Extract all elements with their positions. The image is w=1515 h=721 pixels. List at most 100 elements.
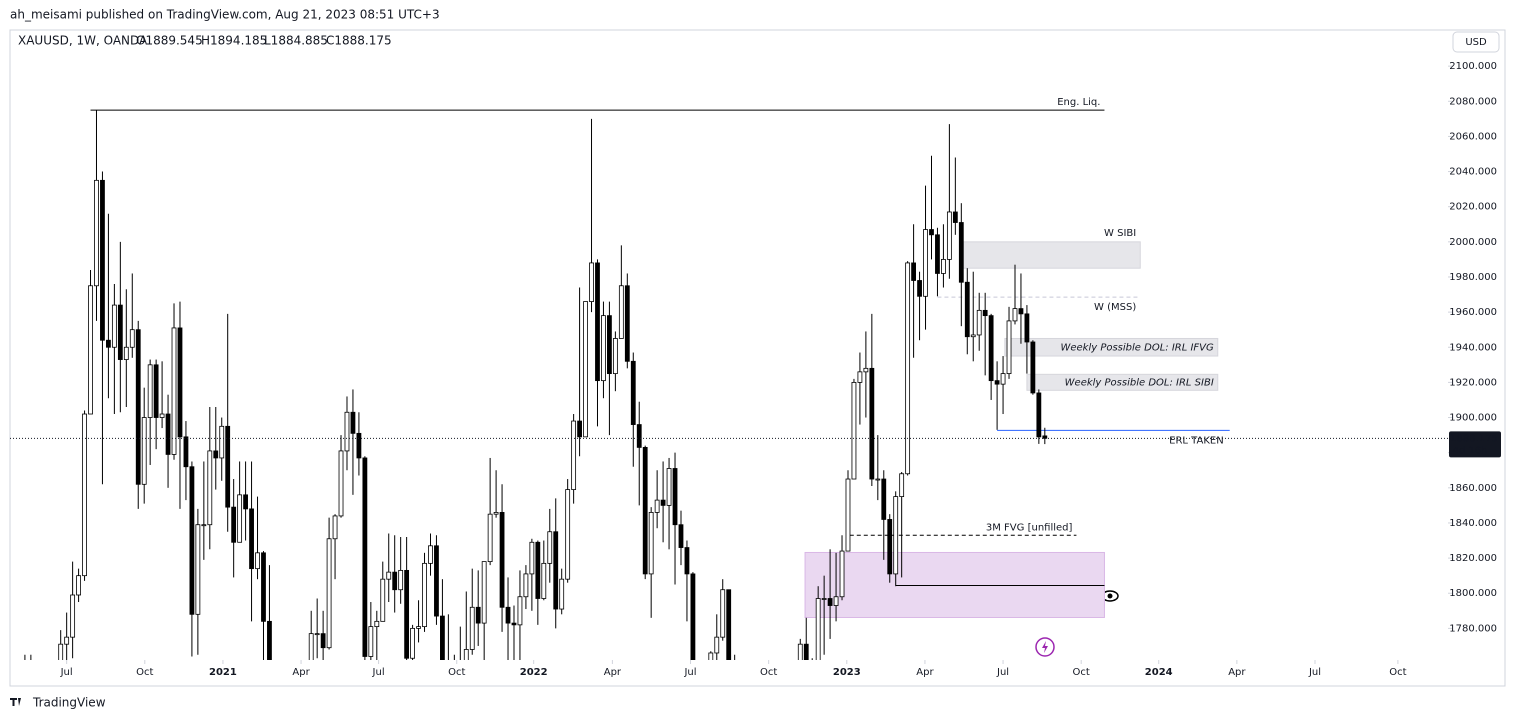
- candle-body: [803, 643, 809, 660]
- annotation-label: Eng. Liq.: [1057, 97, 1100, 108]
- ohlc-low: L1884.885: [264, 34, 328, 48]
- candle-body: [678, 524, 684, 548]
- candle-body: [159, 413, 165, 418]
- candle-body: [273, 709, 277, 721]
- candle-body: [165, 413, 171, 455]
- y-tick-label: 2040.000: [1449, 167, 1497, 178]
- candle-body: [899, 473, 905, 498]
- ohlc-high: H1894.185: [201, 34, 267, 48]
- candle-body: [344, 411, 350, 452]
- candle-body: [195, 524, 201, 615]
- candle-body: [654, 499, 660, 513]
- y-tick-label: 1860.000: [1449, 483, 1497, 494]
- candle-body: [1042, 435, 1048, 439]
- candle-body: [607, 315, 612, 375]
- candle-body: [1006, 320, 1012, 375]
- x-tick-label: 2022: [520, 667, 548, 678]
- candle-body: [618, 285, 624, 339]
- candle-body: [708, 652, 714, 660]
- candle-body: [547, 531, 553, 564]
- brand: TradingView: [32, 696, 106, 710]
- candle-body: [672, 468, 678, 526]
- candle-body: [463, 649, 469, 660]
- candle-body: [1000, 373, 1006, 385]
- candle-body: [595, 262, 600, 382]
- candle-body: [189, 466, 195, 615]
- currency-button[interactable]: [1452, 31, 1500, 53]
- candle-body: [976, 309, 982, 336]
- x-tick-label: Jul: [683, 667, 696, 678]
- y-tick-label: 1800.000: [1449, 588, 1497, 599]
- candle-body: [285, 690, 289, 721]
- zone-box: [960, 241, 1141, 269]
- candle-body: [404, 569, 410, 659]
- candle-body: [291, 690, 295, 713]
- candle-body: [297, 713, 301, 720]
- x-tick-label: Oct: [448, 667, 465, 678]
- author-line: ah_meisami published on TradingView.com,…: [10, 8, 440, 22]
- candle-body: [320, 633, 326, 649]
- zone-box: [1026, 373, 1219, 391]
- y-tick-label: 2060.000: [1449, 131, 1497, 142]
- candle-body: [1036, 392, 1042, 438]
- candle-body: [47, 716, 51, 721]
- candle-body: [881, 478, 887, 520]
- x-tick-label: Apr: [292, 667, 310, 678]
- candle-body: [499, 512, 505, 608]
- candle-body: [994, 380, 1000, 385]
- candle-body: [374, 620, 380, 628]
- candle-body: [428, 545, 433, 564]
- candle-body: [541, 562, 547, 599]
- y-tick-label: 2000.000: [1449, 237, 1497, 248]
- candle-body: [261, 552, 266, 622]
- candle-body: [76, 575, 81, 596]
- y-tick-label: 1900.000: [1449, 413, 1497, 424]
- candle-body: [1030, 341, 1036, 394]
- candle-body: [117, 304, 123, 360]
- candle-body: [94, 179, 99, 287]
- candle-body: [267, 620, 272, 660]
- candle-body: [869, 367, 875, 480]
- candle-body: [565, 489, 571, 580]
- candle-body: [821, 598, 827, 600]
- candle-body: [726, 589, 732, 660]
- candle-body: [923, 229, 928, 297]
- currency[interactable]: USD: [1465, 37, 1487, 48]
- candle-body: [338, 450, 344, 517]
- candle-body: [392, 571, 398, 591]
- candle-body: [380, 578, 386, 622]
- candle-body: [935, 234, 940, 274]
- y-tick-label: 2020.000: [1449, 202, 1497, 213]
- candle-body: [171, 327, 177, 455]
- candle-body: [64, 636, 70, 645]
- candle-body: [201, 524, 207, 527]
- candle-body: [988, 315, 994, 382]
- candle-body: [1012, 308, 1018, 322]
- x-tick-label: 2021: [209, 667, 237, 678]
- x-tick-label: 2024: [1145, 667, 1173, 678]
- candle-body: [815, 598, 821, 660]
- y-tick-label: 2080.000: [1449, 96, 1497, 107]
- candle-body: [111, 304, 117, 348]
- x-tick-label: Apr: [1228, 667, 1246, 678]
- candle-body: [946, 211, 952, 260]
- ohlc-open: O1889.545: [136, 34, 203, 48]
- candle-body: [213, 450, 219, 459]
- candle-body: [714, 636, 720, 654]
- x-tick-label: Jul: [996, 667, 1009, 678]
- candle-body: [231, 506, 237, 543]
- candle-body: [368, 626, 374, 657]
- y-tick-label: 1940.000: [1449, 342, 1497, 353]
- candle-body: [529, 541, 535, 575]
- alert-icon[interactable]: [1035, 637, 1055, 657]
- candle-body: [601, 315, 606, 382]
- candle-body: [833, 596, 839, 606]
- candle-body: [398, 569, 404, 591]
- candle-body: [970, 334, 976, 338]
- candle-body: [475, 606, 481, 624]
- annotation-label: Weekly Possible DOL: IRL SIBI: [1065, 377, 1214, 388]
- candle-body: [851, 381, 857, 480]
- candle-body: [863, 367, 869, 373]
- candle-body: [583, 301, 588, 438]
